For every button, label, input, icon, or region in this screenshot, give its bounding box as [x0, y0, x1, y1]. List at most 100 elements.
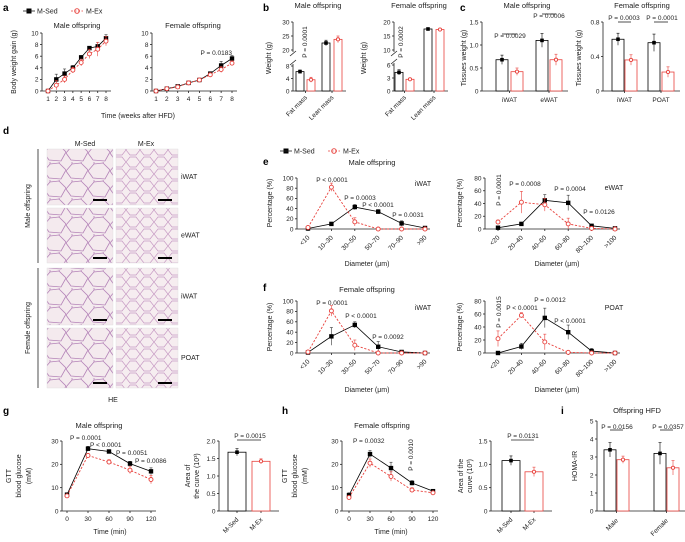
data-point-sed	[376, 209, 381, 214]
histology-tissue-label: iWAT	[181, 294, 198, 301]
y-tick-label: 0	[290, 350, 294, 357]
y-tick-label: 20	[286, 340, 294, 347]
x-tick-label: 70–90	[387, 234, 405, 252]
p-value-label: P = 0.0357	[652, 424, 684, 431]
y-tick-label: 4	[35, 65, 39, 72]
panel-label-e: e	[263, 157, 269, 168]
data-point-ex	[612, 226, 618, 232]
x-tick-label: Lean mass	[308, 94, 336, 122]
y-tick-label: 15	[383, 33, 391, 40]
data-point-ex	[70, 67, 76, 73]
data-point-ex	[64, 493, 70, 499]
x-tick-label: 10–30	[317, 358, 335, 376]
data-point-sed	[542, 315, 547, 321]
y-axis-label: HOMA-IR	[572, 451, 579, 481]
y-tick-label: 1.5	[469, 19, 478, 26]
y-tick-label: 4	[590, 436, 594, 443]
chart-title: Female offspring	[339, 285, 395, 294]
bar-mean-marker-sed	[298, 69, 302, 74]
y-tick-label: 60	[286, 319, 294, 326]
bar-mean-marker-sed	[540, 38, 544, 43]
legend-ex-label-e: M-Ex	[343, 149, 360, 156]
data-point-ex	[542, 202, 548, 208]
y-tick-label: 1.5	[478, 438, 487, 445]
x-tick-label: 60–80	[554, 358, 572, 376]
panel-label-c: c	[460, 3, 466, 14]
bar-mean-marker-sed	[652, 40, 656, 45]
y-tick-label: 3	[590, 454, 594, 461]
histology-image	[115, 148, 179, 206]
y-axis-label: Area of	[185, 465, 192, 488]
x-tick-label: eWAT	[540, 97, 557, 104]
histology-image	[115, 327, 179, 389]
histology-tissue-label: iWAT	[181, 174, 198, 181]
p-value-label: P < 0.0001	[90, 442, 122, 449]
bar-mean-marker-ex	[531, 469, 537, 474]
y-tick-label: 1.0	[478, 462, 487, 469]
x-tick-label: 40–60	[530, 234, 548, 252]
y-tick-label: 20	[331, 462, 339, 469]
data-point-ex	[328, 308, 334, 314]
p-value-label: P = 0.0001	[316, 300, 348, 307]
scale-bar	[158, 199, 172, 201]
data-point-sed	[54, 77, 59, 82]
chart-title: Male offspring	[504, 1, 551, 10]
p-value-label: P = 0.0029	[494, 33, 526, 40]
histology-image	[46, 327, 114, 389]
data-point-ex	[352, 219, 358, 225]
data-point-ex	[85, 453, 91, 458]
x-tick-label: 30–50	[340, 234, 358, 252]
data-point-ex	[409, 487, 415, 493]
p-value-label: P < 0.0001	[506, 305, 538, 312]
data-point-ex	[207, 72, 213, 78]
y-tick-label: 2	[35, 77, 39, 84]
y-axis-label: GTT	[6, 468, 13, 483]
data-point-sed	[519, 344, 524, 349]
p-value-label: P = 0.0012	[534, 297, 566, 304]
x-tick-label: 8	[230, 96, 234, 103]
y-tick-label: 60	[474, 311, 482, 318]
bar-sed	[603, 449, 617, 512]
data-point-sed	[127, 461, 133, 466]
p-value-label: P = 0.0131	[507, 433, 539, 440]
y-tick-label: 0	[478, 350, 482, 357]
axis-break-mark	[289, 50, 297, 57]
scale-bar	[93, 199, 107, 201]
x-axis-label: Diameter (μm)	[535, 261, 580, 268]
data-point-ex	[186, 80, 192, 86]
x-tick-label: <20	[489, 358, 502, 371]
y-tick-label: 1.5	[206, 456, 215, 463]
y-tick-label: 80	[286, 186, 294, 193]
data-point-sed	[78, 55, 84, 60]
p-value-label: P = 0.0001	[302, 26, 309, 58]
y-tick-label: 30	[282, 19, 290, 26]
bar-sed	[394, 71, 404, 92]
y-tick-label: 40	[474, 324, 482, 331]
x-tick-label: iWAT	[617, 97, 632, 104]
x-tick-label: 10–30	[317, 234, 335, 252]
y-axis-label: Body weight gain (g)	[11, 30, 18, 94]
bar-mean-marker-ex	[628, 57, 634, 63]
y-tick-label: 80	[286, 309, 294, 316]
bar-mean-marker-ex	[620, 457, 626, 462]
data-point-ex	[612, 350, 618, 356]
y-tick-label: 0.5	[206, 491, 215, 498]
bar-mean-marker-ex	[553, 57, 559, 62]
p-value-label: P = 0.0051	[116, 450, 148, 457]
tissue-label: iWAT	[415, 305, 432, 312]
bar-mean-marker-sed	[397, 70, 401, 75]
y-tick-label: 4	[286, 76, 290, 83]
x-tick-label: 80–100	[575, 358, 596, 379]
data-point-ex	[164, 86, 170, 92]
x-tick-label: 20–40	[507, 234, 525, 252]
x-tick-label: 1	[46, 96, 50, 103]
y-tick-label: 5	[590, 418, 594, 425]
chart-title: Male offspring	[76, 421, 123, 430]
x-tick-label: 4	[71, 96, 75, 103]
p-value-label: P = 0.0086	[135, 458, 167, 465]
histology-stain-label: HE	[108, 397, 118, 404]
data-point-ex	[148, 477, 154, 482]
bar-sed	[501, 460, 521, 512]
y-tick-label: 80	[474, 175, 482, 182]
data-point-sed	[218, 63, 224, 68]
